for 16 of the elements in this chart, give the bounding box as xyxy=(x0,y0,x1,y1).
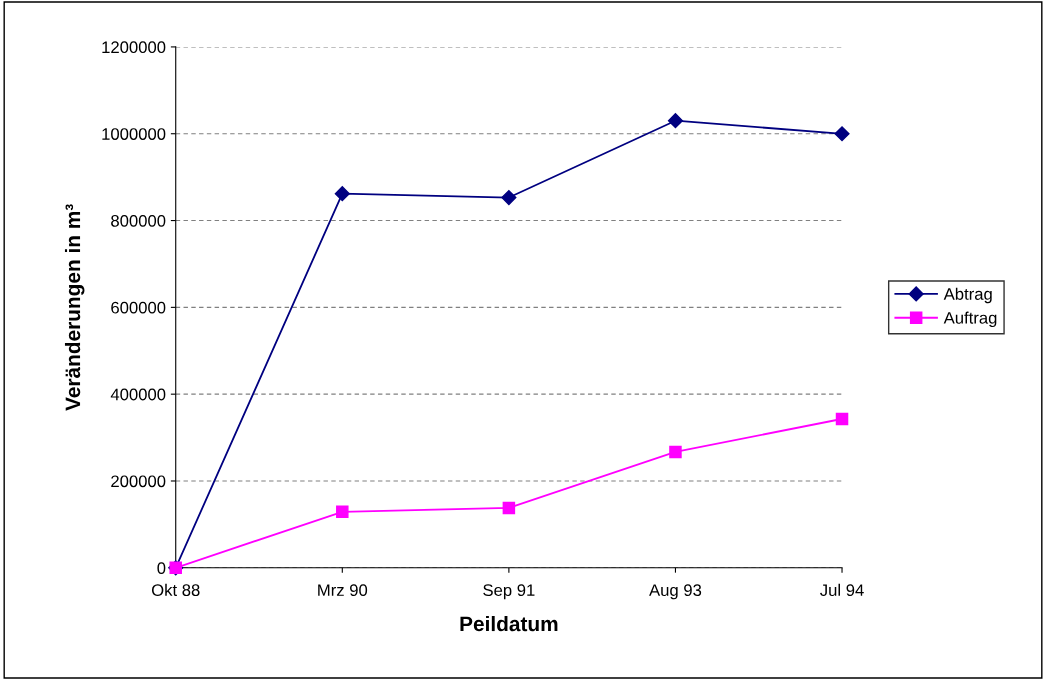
y-tick-label: 800000 xyxy=(111,214,166,227)
y-axis-title: Veränderungen in m³ xyxy=(64,204,85,411)
x-tick-label: Mrz 90 xyxy=(318,584,368,597)
y-tick-label: 1200000 xyxy=(102,41,166,54)
x-tick-label: Jul 94 xyxy=(820,583,864,597)
x-axis-title: Peildatum xyxy=(460,615,558,632)
legend-label: Auftrag xyxy=(943,311,997,328)
x-tick-label: Sep 91 xyxy=(483,584,535,600)
x-tick-label: Aug 93 xyxy=(649,584,702,600)
y-tick-label: 1000000 xyxy=(102,128,166,140)
x-tick-label: Okt 88 xyxy=(151,583,200,597)
y-tick-label: 200000 xyxy=(111,475,166,488)
y-tick-label: 400000 xyxy=(110,388,166,401)
y-tick-label: 0 xyxy=(157,562,166,574)
y-tick-label: 600000 xyxy=(111,301,166,314)
legend-label: Abtrag xyxy=(943,287,992,304)
